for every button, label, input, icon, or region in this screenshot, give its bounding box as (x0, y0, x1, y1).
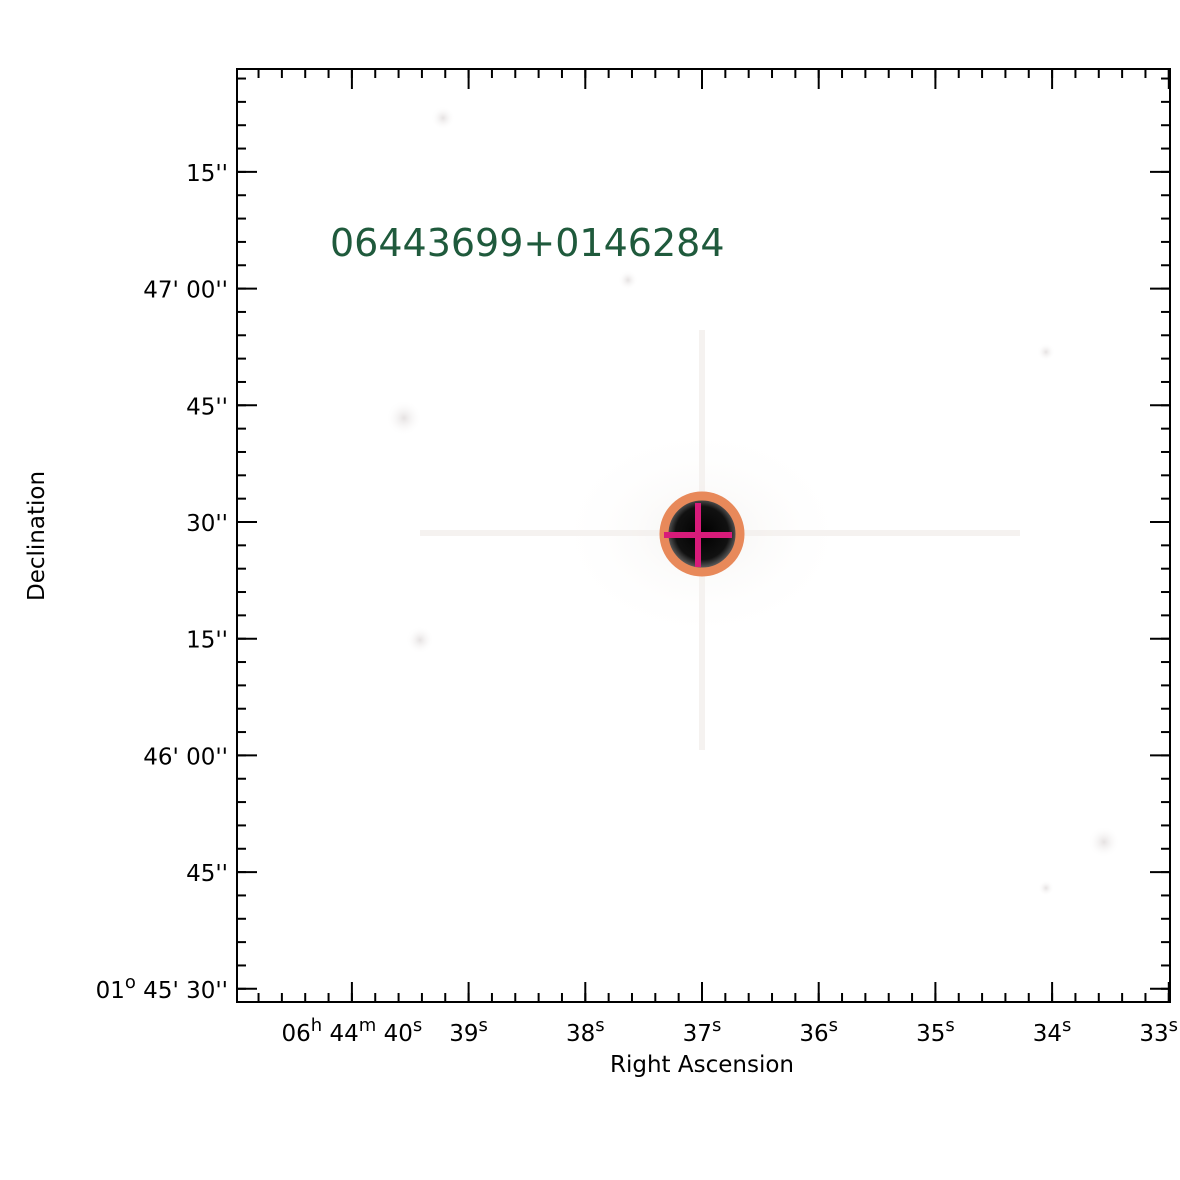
major-ticks (237, 69, 1170, 1002)
x-axis-title: Right Ascension (610, 1052, 794, 1078)
y-tick-label: 30'' (186, 511, 228, 537)
y-tick-label: 15'' (186, 628, 228, 654)
y-tick-label: 46' 00'' (143, 744, 228, 770)
x-tick-labels: 06h 44m 40s 39s 38s 37s 36s 35s 34s 33s (282, 1015, 1178, 1047)
plot-frame (236, 68, 1171, 1003)
y-tick-label: 45'' (186, 861, 228, 887)
x-tick-label: 06h 44m 40s (282, 1015, 423, 1047)
x-tick-label: 33s (1139, 1015, 1178, 1047)
object-label: 06443699+0146284 (330, 221, 725, 265)
y-tick-label: 45'' (186, 394, 228, 420)
y-axis-title: Declination (24, 471, 50, 601)
faint-sources (386, 106, 1120, 896)
target-marker (659, 491, 745, 577)
x-tick-label: 39s (449, 1015, 488, 1047)
x-tick-label: 36s (799, 1015, 838, 1047)
x-tick-label: 37s (683, 1015, 722, 1047)
y-tick-labels: 15'' 47' 00'' 45'' 30'' 15'' 46' 00'' 45'' 01o … (96, 161, 228, 1004)
x-tick-label: 35s (916, 1015, 955, 1047)
x-tick-label: 34s (1033, 1015, 1072, 1047)
x-tick-label: 38s (566, 1015, 605, 1047)
y-tick-label: 15'' (186, 161, 228, 187)
y-tick-label: 01o 45' 30'' (96, 972, 228, 1004)
y-tick-label: 47' 00'' (143, 278, 228, 304)
